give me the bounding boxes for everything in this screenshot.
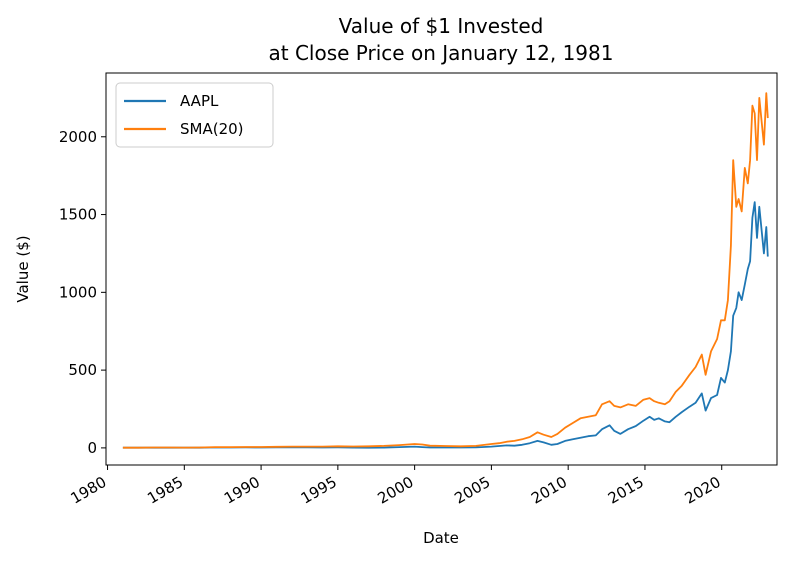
legend: AAPL SMA(20): [115, 82, 274, 148]
y-axis-label: Value ($): [14, 235, 32, 302]
series-line-sma-20: [122, 92, 769, 449]
y-tick-label: 1000: [59, 283, 97, 301]
y-tick-label: 2000: [59, 128, 97, 146]
chart-title-line-1: Value of $1 Invested: [339, 14, 544, 38]
plot-frame: [105, 72, 778, 466]
legend-label-sma20: SMA(20): [180, 120, 244, 138]
y-tick-label: 500: [68, 361, 97, 379]
x-axis-label: Date: [423, 529, 459, 547]
series-layer: [122, 92, 769, 449]
legend-label-aapl: AAPL: [180, 92, 219, 110]
chart-title-line-2: at Close Price on January 12, 1981: [269, 41, 614, 65]
y-tick-label: 0: [87, 439, 97, 457]
legend-box: [115, 82, 274, 148]
y-tick-label: 1500: [59, 206, 97, 224]
